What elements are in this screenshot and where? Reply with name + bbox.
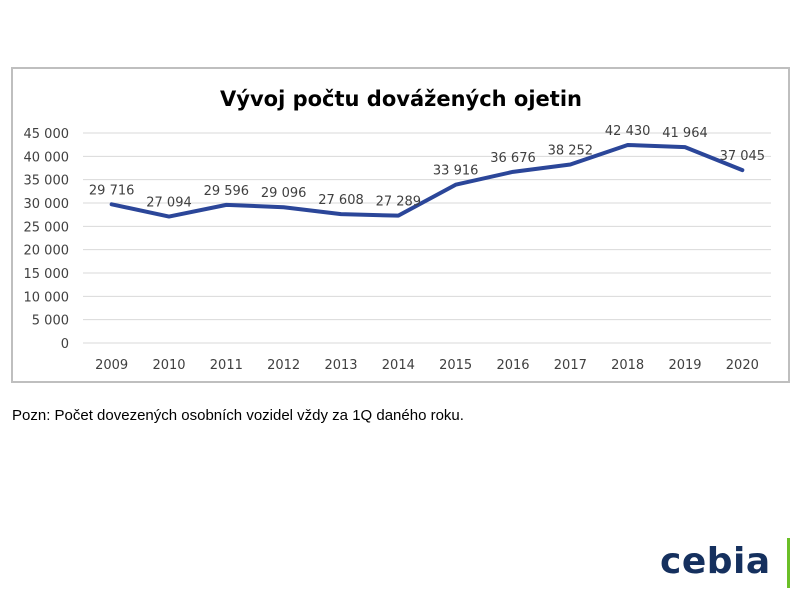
chart-frame: Vývoj počtu dovážených ojetin 0 5 000 10 0… [11, 67, 790, 383]
y-tick-label: 25 000 [24, 220, 70, 235]
data-label: 38 252 [548, 143, 594, 158]
gridlines [83, 132, 771, 344]
data-label: 29 716 [89, 183, 135, 198]
chart-title: Vývoj počtu dovážených ojetin [220, 87, 582, 111]
x-tick-label: 2012 [267, 358, 300, 373]
data-label: 36 676 [490, 151, 536, 166]
line-chart: Vývoj počtu dovážených ojetin 0 5 000 10 0… [24, 87, 771, 373]
data-labels: 29 716 27 094 29 596 29 096 27 608 27 289 33 9… [89, 124, 765, 211]
logo-accent-bar [787, 538, 790, 588]
data-label: 29 596 [204, 184, 250, 199]
x-tick-label: 2009 [95, 358, 128, 373]
data-label: 37 045 [720, 149, 766, 164]
data-label: 27 608 [318, 193, 364, 208]
y-tick-label: 10 000 [24, 290, 70, 305]
y-tick-label: 40 000 [24, 150, 70, 165]
x-tick-label: 2017 [554, 358, 587, 373]
x-tick-label: 2013 [324, 358, 357, 373]
data-label: 27 289 [376, 195, 422, 210]
cebia-logo: cebia [660, 538, 800, 588]
x-tick-label: 2011 [210, 358, 243, 373]
x-tick-label: 2014 [382, 358, 415, 373]
x-tick-label: 2019 [668, 358, 701, 373]
x-axis-ticks: 2009 2010 2011 2012 2013 2014 2015 2016 2017 2018… [95, 358, 759, 373]
data-label: 42 430 [605, 124, 651, 139]
y-tick-label: 20 000 [24, 244, 70, 259]
logo-text: cebia [660, 541, 771, 582]
series-line-group [109, 142, 745, 219]
y-tick-label: 35 000 [24, 174, 70, 189]
x-tick-label: 2020 [726, 358, 759, 373]
y-tick-label: 45 000 [24, 127, 70, 142]
y-tick-label: 15 000 [24, 267, 70, 282]
y-axis-ticks: 0 5 000 10 000 15 000 20 000 25 000 30 000 35 0… [24, 127, 70, 352]
data-label: 29 096 [261, 186, 307, 201]
x-tick-label: 2015 [439, 358, 472, 373]
x-tick-label: 2018 [611, 358, 644, 373]
series-line [109, 142, 745, 219]
data-label: 41 964 [662, 126, 708, 141]
x-tick-label: 2010 [152, 358, 185, 373]
x-tick-label: 2016 [496, 358, 529, 373]
footnote: Pozn: Počet dovezených osobních vozidel … [12, 407, 464, 424]
y-tick-label: 30 000 [24, 197, 70, 212]
data-label: 27 094 [146, 196, 192, 211]
data-label: 33 916 [433, 164, 479, 179]
y-tick-label: 5 000 [32, 314, 69, 329]
y-tick-label: 0 [61, 337, 69, 352]
